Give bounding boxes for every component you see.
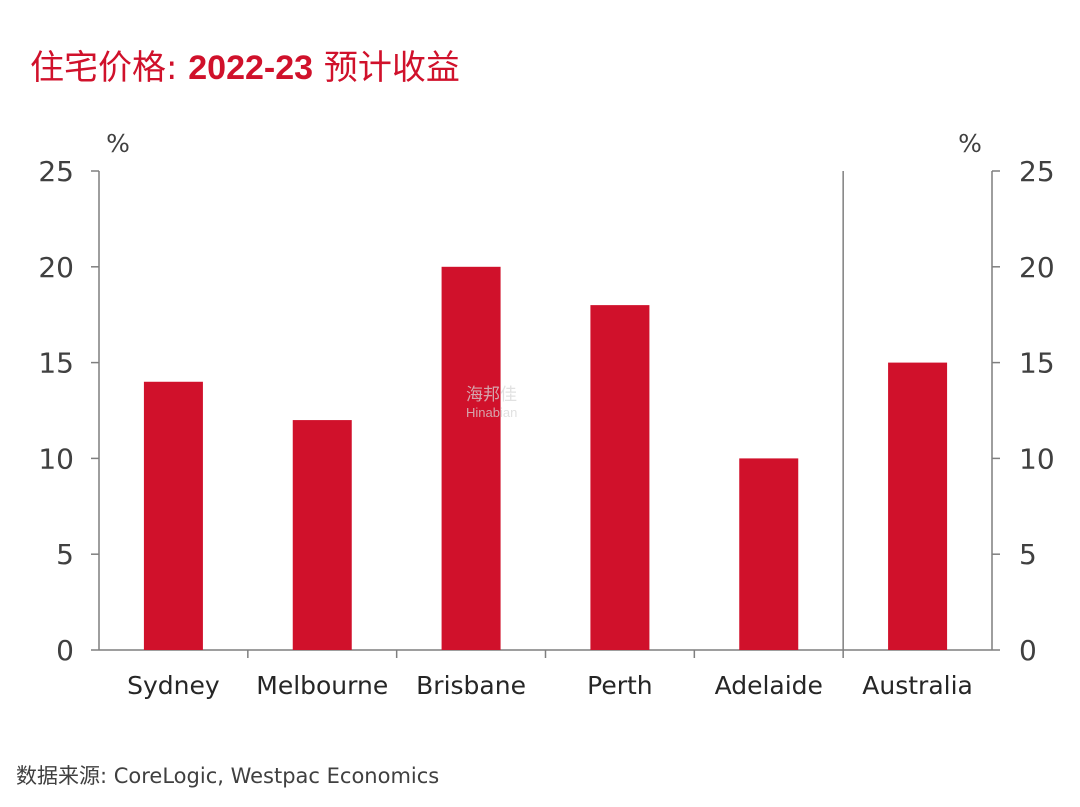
bar-melbourne	[292, 420, 352, 650]
bar-australia	[888, 362, 948, 650]
y-tick-label-left: 15	[38, 347, 74, 380]
bar-adelaide	[739, 458, 799, 650]
bar-sydney	[143, 381, 203, 650]
y-tick-label-right: 20	[1019, 251, 1055, 284]
chart-title-year: 2022-23	[188, 49, 314, 87]
watermark: 海邦佳 Hinabian	[466, 386, 517, 422]
category-label-sydney: Sydney	[127, 671, 220, 700]
y-tick-label-left: 10	[38, 442, 74, 475]
y-tick-label-left: 5	[56, 538, 74, 571]
bar-chart: 0 0 5 5 10 10 15 15 20 20 25 25% % Sydney Melbourne Bri…	[38, 129, 1055, 700]
category-label-melbourne: Melbourne	[256, 671, 388, 700]
bar-brisbane	[441, 266, 501, 650]
y-unit-left: %	[106, 129, 130, 158]
watermark-cn: 海邦佳	[466, 385, 517, 405]
y-tick-label-left: 25	[38, 155, 74, 188]
chart-title-suffix: 预计收益	[313, 48, 460, 88]
category-label-brisbane: Brisbane	[416, 671, 526, 700]
chart-title-prefix: 住宅价格:	[30, 48, 189, 88]
bar-perth	[590, 305, 650, 650]
y-tick-label-right: 25	[1019, 155, 1055, 188]
y-tick-label-left: 0	[56, 634, 74, 667]
y-unit-right: %	[958, 129, 982, 158]
y-tick-label-left: 20	[38, 251, 74, 284]
y-tick-label-right: 0	[1019, 634, 1037, 667]
watermark-en: Hinabian	[466, 405, 518, 420]
category-label-perth: Perth	[587, 671, 653, 700]
category-label-australia: Australia	[862, 671, 973, 700]
chart-title: 住宅价格: 2022-23 预计收益	[30, 40, 460, 89]
y-tick-label-right: 15	[1019, 347, 1055, 380]
source-note: 数据来源: CoreLogic, Westpac Economics	[16, 764, 440, 788]
category-label-adelaide: Adelaide	[715, 671, 823, 700]
y-tick-label-right: 5	[1019, 538, 1037, 571]
y-tick-label-right: 10	[1019, 442, 1055, 475]
